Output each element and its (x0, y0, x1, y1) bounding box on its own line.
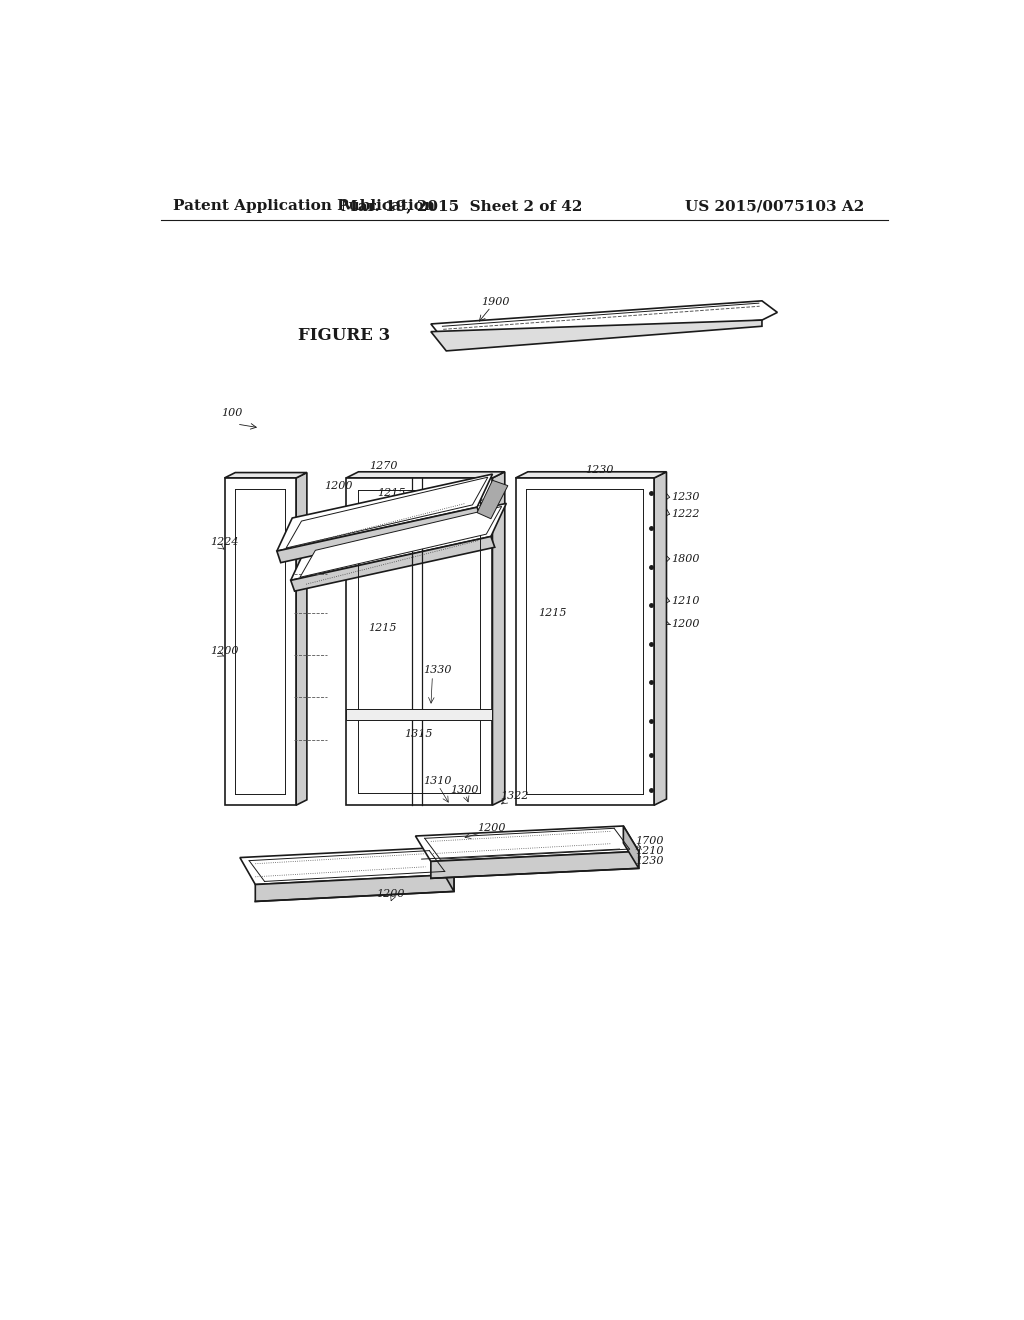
Text: 1330: 1330 (469, 499, 498, 508)
Text: 1330: 1330 (423, 665, 452, 676)
Text: 1300: 1300 (451, 785, 478, 795)
Polygon shape (346, 471, 505, 478)
Text: 1200: 1200 (671, 619, 699, 630)
Text: 1224: 1224 (211, 537, 240, 546)
Polygon shape (286, 478, 487, 548)
Polygon shape (224, 473, 307, 478)
Text: 1210: 1210 (671, 597, 699, 606)
Text: 1215: 1215 (368, 623, 396, 634)
Polygon shape (624, 826, 639, 869)
Text: 1210: 1210 (635, 846, 664, 857)
Polygon shape (431, 321, 762, 351)
Text: Patent Application Publication: Patent Application Publication (173, 199, 435, 213)
Text: 100: 100 (221, 408, 243, 417)
Text: 1230: 1230 (635, 855, 664, 866)
Polygon shape (438, 847, 454, 891)
Polygon shape (291, 536, 495, 591)
Text: Mar. 19, 2015  Sheet 2 of 42: Mar. 19, 2015 Sheet 2 of 42 (341, 199, 583, 213)
Polygon shape (493, 471, 505, 805)
Polygon shape (224, 478, 296, 805)
Polygon shape (416, 826, 639, 862)
Polygon shape (346, 478, 493, 805)
Text: 1310: 1310 (423, 776, 452, 785)
Polygon shape (240, 847, 454, 884)
Text: 1700: 1700 (635, 837, 664, 846)
Text: US 2015/0075103 A2: US 2015/0075103 A2 (685, 199, 864, 213)
Polygon shape (291, 503, 506, 581)
Polygon shape (431, 301, 777, 343)
Polygon shape (276, 507, 481, 562)
Polygon shape (431, 851, 639, 878)
Polygon shape (654, 471, 667, 805)
Text: 1215: 1215 (539, 607, 567, 618)
Polygon shape (300, 507, 502, 577)
Text: 1800: 1800 (671, 554, 699, 564)
Polygon shape (255, 874, 454, 902)
Text: 1200: 1200 (377, 888, 406, 899)
Text: 1200: 1200 (477, 824, 506, 833)
Text: 1315: 1315 (403, 730, 432, 739)
Text: 1200: 1200 (211, 647, 240, 656)
Text: 1222: 1222 (671, 510, 699, 519)
Polygon shape (515, 478, 654, 805)
Polygon shape (515, 471, 667, 478)
Text: 1215: 1215 (377, 488, 406, 499)
Polygon shape (477, 480, 508, 519)
Text: FIGURE 3: FIGURE 3 (298, 327, 391, 345)
Polygon shape (346, 709, 493, 719)
Text: 1200: 1200 (325, 480, 353, 491)
Text: 1230: 1230 (671, 492, 699, 502)
Text: 1322: 1322 (500, 791, 528, 801)
Text: 1230: 1230 (585, 465, 613, 475)
Text: 1900: 1900 (481, 297, 509, 308)
Text: 1270: 1270 (370, 462, 397, 471)
Polygon shape (276, 474, 493, 552)
Polygon shape (296, 473, 307, 805)
